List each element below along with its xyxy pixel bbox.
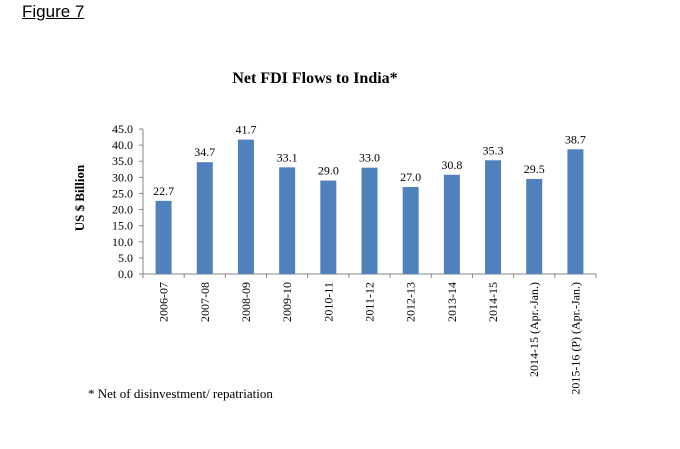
bar (196, 162, 213, 274)
footnote: * Net of disinvestment/ repatriation (88, 386, 273, 401)
x-tick-label: 2012-13 (404, 282, 418, 322)
chart-title: Net FDI Flows to India* (232, 70, 397, 87)
x-tick-label: 2014-15 (Apr.-Jan.) (527, 282, 541, 377)
y-tick-label: 20.0 (112, 203, 133, 217)
y-tick-label: 30.0 (112, 170, 133, 184)
bar (279, 167, 296, 274)
y-axis-label: US $ Billion (72, 164, 87, 231)
data-label: 38.7 (565, 132, 586, 146)
y-tick-label: 10.0 (112, 235, 133, 249)
y-tick-label: 15.0 (112, 219, 133, 233)
data-label: 33.0 (359, 151, 380, 165)
bar (320, 180, 337, 274)
data-label: 27.0 (400, 170, 421, 184)
bar (526, 178, 543, 274)
x-tick-label: 2008-09 (239, 282, 253, 322)
bar (485, 160, 502, 274)
figure-label: Figure 7 (22, 2, 85, 21)
bar (402, 187, 419, 274)
data-label: 41.7 (235, 123, 256, 137)
y-tick-label: 35.0 (112, 154, 133, 168)
x-tick-label: 2014-15 (486, 282, 500, 322)
y-tick-label: 40.0 (112, 138, 133, 152)
data-label: 33.1 (277, 150, 298, 164)
data-label: 34.7 (194, 145, 215, 159)
data-label: 29.5 (524, 162, 545, 176)
x-tick-label: 2015-16 (P) (Apr.-Jan.) (568, 282, 582, 395)
x-tick-label: 2013-14 (445, 282, 459, 322)
x-tick-label: 2011-12 (363, 282, 377, 322)
data-label: 30.8 (441, 158, 462, 172)
data-label: 29.0 (318, 164, 339, 178)
bar (237, 139, 254, 274)
data-label: 35.3 (483, 143, 504, 157)
y-tick-label: 0.0 (118, 267, 133, 281)
bar (443, 174, 460, 274)
data-label: 22.7 (153, 184, 174, 198)
x-tick-label: 2010-11 (321, 282, 335, 322)
y-tick-label: 25.0 (112, 186, 133, 200)
x-tick-label: 2007-08 (198, 282, 212, 322)
x-tick-label: 2009-10 (280, 282, 294, 322)
bar (567, 149, 584, 274)
bar (361, 167, 378, 274)
bar (155, 200, 172, 274)
y-tick-label: 5.0 (118, 251, 133, 265)
y-tick-label: 45.0 (112, 122, 133, 136)
x-tick-label: 2006-07 (157, 282, 171, 322)
